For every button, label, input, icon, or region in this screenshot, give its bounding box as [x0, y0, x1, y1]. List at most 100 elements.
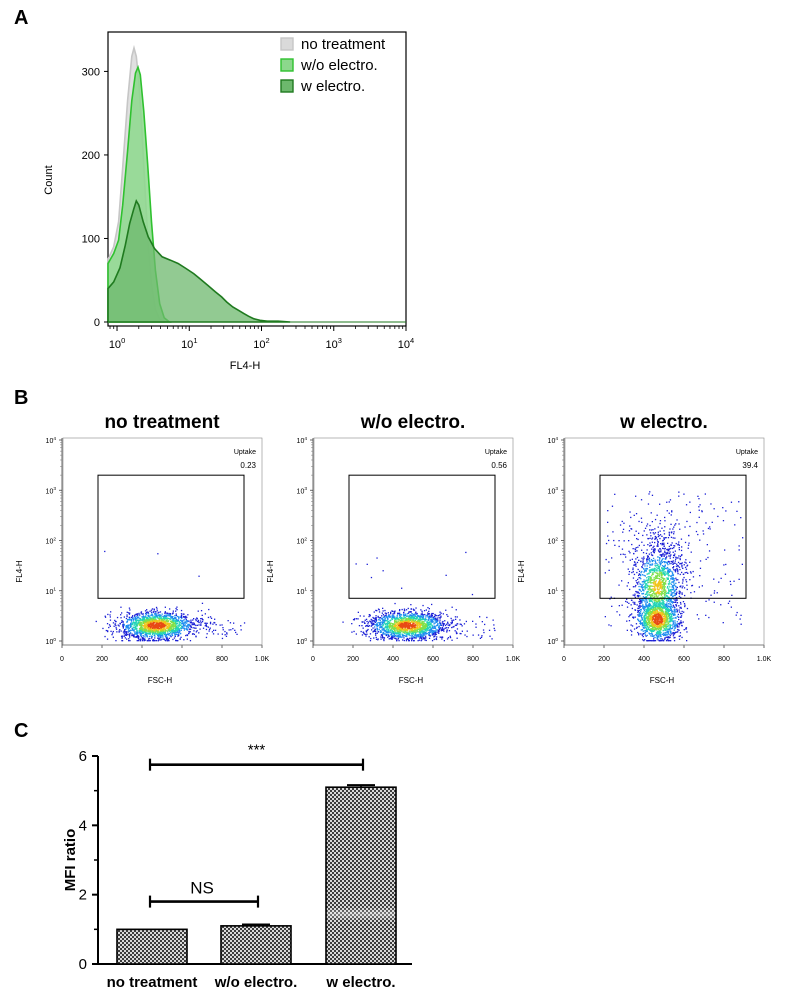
dotplot-event	[646, 549, 648, 551]
dotplot-event	[422, 628, 424, 630]
dotplot-event	[653, 570, 656, 572]
dotplot-event	[722, 520, 725, 522]
dotplot-event	[657, 549, 660, 551]
dotplot-event	[130, 619, 133, 622]
dotplot-event	[162, 628, 164, 631]
dotplot-event	[161, 633, 163, 635]
dotplot-event	[674, 627, 676, 629]
dotplot-event	[184, 621, 187, 624]
dotplot-event	[206, 625, 208, 628]
dotplot-event	[380, 638, 382, 640]
dotplot-event	[170, 620, 172, 622]
dotplot-event	[385, 615, 387, 617]
dotplot-event	[405, 613, 407, 615]
dotplot-event	[636, 538, 638, 540]
dotplot-event	[395, 622, 397, 625]
dotplot-event	[378, 609, 380, 611]
dotplot-event	[109, 625, 111, 627]
dotplot-event	[162, 623, 164, 625]
dotplot-event	[645, 611, 647, 614]
dotplot-event	[657, 544, 659, 546]
dotplot-event	[131, 623, 133, 625]
dotplot-event	[142, 620, 144, 622]
dotplot-event	[375, 638, 378, 640]
legend-label-1: w/o electro.	[300, 57, 378, 74]
dotplot-event	[388, 635, 390, 637]
dotplot-event	[405, 638, 408, 641]
dotplot-event	[163, 614, 166, 617]
dotplot-event	[170, 615, 172, 618]
dotplot-event	[130, 621, 133, 623]
dotplot-event	[201, 614, 203, 616]
dotplot-event	[396, 618, 398, 620]
dotplot-event	[144, 624, 146, 626]
dotplot-event	[151, 622, 153, 624]
dotplot-event	[201, 617, 203, 620]
dotplot-event	[436, 629, 438, 631]
dotplot-event	[171, 625, 173, 627]
dotplot-event	[154, 635, 156, 637]
histogram-y-tick-label: 200	[82, 150, 100, 162]
dotplot-event	[406, 631, 408, 633]
dotplot-x-tick-label: 400	[136, 656, 148, 663]
dotplot-event	[187, 623, 189, 626]
dotplot-event	[422, 626, 424, 629]
dotplot-event	[648, 557, 651, 559]
dotplot-event	[431, 612, 433, 615]
dotplot-event	[141, 631, 143, 633]
dotplot-event	[162, 627, 164, 629]
dotplot-event	[644, 626, 647, 629]
dotplot-event	[672, 604, 674, 606]
dotplot-event	[413, 639, 415, 642]
dotplot-event	[412, 615, 414, 617]
dotplot-event	[180, 632, 182, 635]
dotplot-event	[408, 631, 411, 633]
dotplot-event	[390, 611, 392, 613]
dotplot-event	[678, 544, 680, 546]
dotplot-event	[425, 633, 428, 635]
dotplot-event	[629, 511, 631, 513]
dotplot-event	[153, 634, 155, 636]
dotplot-x-tick-label: 1.0K	[506, 656, 521, 663]
dotplot-event	[145, 632, 147, 634]
dotplot-event	[424, 618, 427, 620]
dotplot-event	[104, 635, 106, 638]
dotplot-event	[383, 615, 385, 617]
dotplot-event	[217, 633, 219, 635]
dotplot-event	[390, 613, 392, 615]
dotplot-event	[422, 633, 424, 635]
dotplot-event	[401, 608, 403, 611]
dotplot-event	[168, 634, 170, 636]
dotplot-event	[379, 624, 382, 626]
dotplot-event	[398, 624, 400, 626]
dotplot-event	[435, 633, 437, 635]
dotplot-event	[369, 640, 372, 642]
dotplot-event	[110, 630, 112, 632]
dotplot-event	[412, 635, 414, 637]
dotplot-event	[656, 564, 658, 567]
dotplot-event	[663, 587, 666, 589]
dotplot-event	[172, 632, 174, 634]
dotplot-event	[240, 629, 242, 631]
dotplot-event	[153, 625, 156, 627]
dotplot-event	[400, 622, 402, 624]
dotplot-event	[161, 624, 163, 626]
dotplot-x-tick-label: 800	[467, 656, 479, 663]
dotplot-event	[384, 626, 386, 629]
dotplot-event	[655, 592, 657, 594]
dotplot-event	[126, 621, 128, 623]
dotplot-event	[674, 553, 676, 555]
dotplot-event	[664, 562, 666, 564]
dotplot-event	[375, 615, 377, 617]
dotplot-event	[653, 603, 655, 605]
dotplot-event	[607, 521, 609, 523]
dotplot-event	[437, 630, 439, 633]
dotplot-event	[465, 620, 467, 623]
dotplot-event	[130, 616, 132, 619]
dotplot-event	[180, 619, 182, 621]
dotplot-event	[366, 620, 368, 623]
dotplot-event	[379, 622, 381, 624]
dotplot-event	[400, 624, 402, 626]
dotplot-event	[137, 637, 140, 639]
